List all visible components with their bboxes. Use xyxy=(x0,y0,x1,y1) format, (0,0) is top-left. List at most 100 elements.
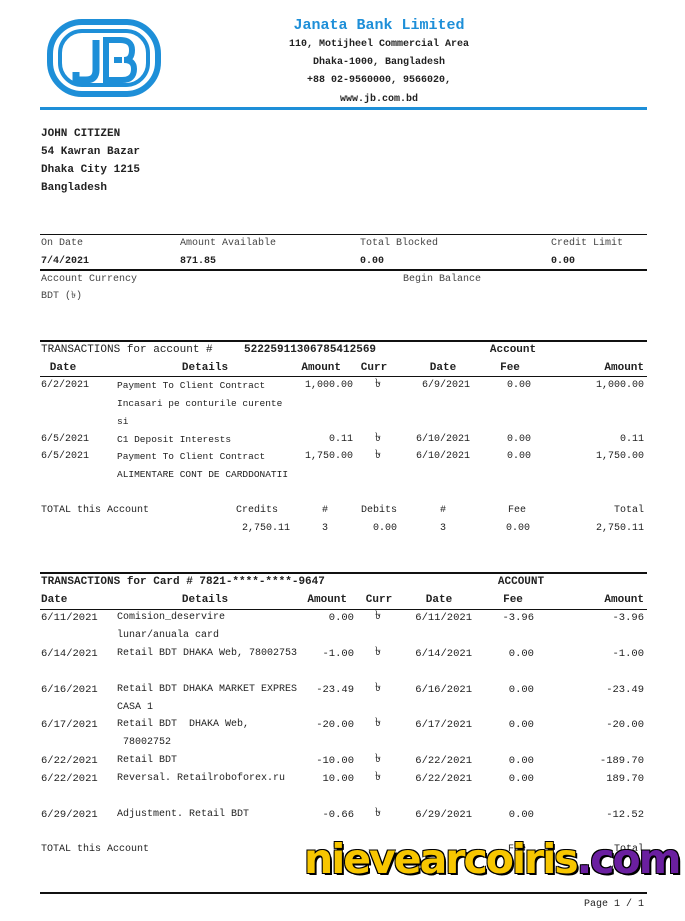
cell-fee: 0.00 xyxy=(508,683,534,696)
cell-date: 6/17/2021 xyxy=(41,718,98,731)
cell-date: 6/16/2021 xyxy=(41,683,98,696)
rule xyxy=(40,609,647,610)
header-rule xyxy=(40,107,647,110)
watermark-part: .com xyxy=(576,835,682,883)
cell-total: -23.49 xyxy=(606,683,644,696)
cell-amount: 1,750.00 xyxy=(304,451,353,462)
bank-address: www.jb.com.bd xyxy=(339,94,419,105)
totals-label: TOTAL this Account xyxy=(41,505,150,516)
cell-currency: ৳ xyxy=(375,645,381,659)
cell-total: 0.11 xyxy=(619,434,644,445)
rule xyxy=(40,572,647,574)
cell-total: 189.70 xyxy=(606,772,644,785)
cell-details: Reversal. Retailroboforex.ru xyxy=(117,773,286,784)
cell-date: 6/11/2021 xyxy=(41,611,98,624)
rule xyxy=(40,234,647,235)
cell-amount: -0.66 xyxy=(322,808,354,821)
cell-total: -3.96 xyxy=(612,611,644,624)
cell-fee: 0.00 xyxy=(508,754,534,767)
cell-amount: 10.00 xyxy=(322,772,354,785)
cell-date: 6/16/2021 xyxy=(415,683,472,696)
page-number: Page 1 / 1 xyxy=(583,899,644,910)
section-title: TRANSACTIONS for Card # 7821-****-****-9… xyxy=(41,575,325,588)
column-header: Amount xyxy=(307,593,347,606)
cell-date: 6/14/2021 xyxy=(415,647,472,660)
summary-label: Begin Balance xyxy=(403,274,482,285)
summary-label: Total Blocked xyxy=(360,238,439,249)
cell-details: si xyxy=(117,416,129,428)
watermark-part: nievearcoiris xyxy=(304,835,579,883)
cell-details: CASA 1 xyxy=(117,702,154,713)
totals-header: Fee xyxy=(507,505,527,516)
cell-amount: 1,000.00 xyxy=(304,380,353,391)
cell-fee: 0.00 xyxy=(508,647,534,660)
cell-fee: 0.00 xyxy=(506,380,531,391)
cell-currency: ৳ xyxy=(375,609,381,623)
column-header: Amount xyxy=(301,361,341,374)
totals-value: 0.00 xyxy=(505,523,530,534)
cell-fee: 0.00 xyxy=(506,451,531,462)
totals-value: 3 xyxy=(439,523,447,534)
customer-line: 54 Kawran Bazar xyxy=(41,145,141,158)
cell-date: 6/17/2021 xyxy=(415,718,472,731)
section-title: TRANSACTIONS for account # xyxy=(41,343,213,356)
column-header: Date xyxy=(41,593,68,606)
cell-details: Retail BDT xyxy=(117,755,178,766)
cell-date: 6/11/2021 xyxy=(415,611,472,624)
cell-fee: 0.00 xyxy=(508,808,534,821)
column-header: Details xyxy=(181,361,229,374)
summary-label: Amount Available xyxy=(180,238,277,249)
cell-date: 6/5/2021 xyxy=(41,434,90,445)
cell-total: -189.70 xyxy=(599,754,644,767)
summary-label: Credit Limit xyxy=(551,238,624,249)
totals-value: 2,750.11 xyxy=(595,523,644,534)
cell-total: -1.00 xyxy=(612,647,644,660)
cell-currency: ৳ xyxy=(375,716,381,730)
cell-date: 6/10/2021 xyxy=(415,451,470,462)
totals-header: Fee xyxy=(507,844,527,855)
cell-total: 1,750.00 xyxy=(595,451,644,462)
watermark: nievearcoiris.com xyxy=(304,835,682,883)
rule xyxy=(40,376,647,377)
cell-date: 6/9/2021 xyxy=(421,380,470,391)
cell-currency: ৳ xyxy=(375,431,381,445)
cell-details: Retail BDT DHAKA MARKET EXPRES xyxy=(117,684,298,695)
cell-date: 6/5/2021 xyxy=(41,451,90,462)
summary-value: 0.00 xyxy=(551,256,576,267)
cell-date: 6/2/2021 xyxy=(41,380,90,391)
cell-details: ALIMENTARE CONT DE CARDDONATII xyxy=(117,469,289,481)
totals-header: # xyxy=(321,505,329,516)
cell-date: 6/29/2021 xyxy=(415,808,472,821)
group-label: Account xyxy=(489,343,537,356)
cell-amount: -1.00 xyxy=(322,647,354,660)
cell-currency: ৳ xyxy=(375,681,381,695)
cell-date: 6/22/2021 xyxy=(41,772,98,785)
cell-details: Adjustment. Retail BDT xyxy=(117,809,250,820)
column-header: Date xyxy=(425,593,453,606)
summary-label: Account Currency xyxy=(41,274,138,285)
cell-total: -12.52 xyxy=(606,808,644,821)
column-header: Amount xyxy=(604,361,644,374)
totals-header: # xyxy=(439,505,447,516)
summary-label: On Date xyxy=(41,238,84,249)
cell-date: 6/14/2021 xyxy=(41,647,98,660)
currency: BDT (৳) xyxy=(41,291,82,302)
cell-amount: -20.00 xyxy=(316,718,354,731)
cell-currency: ৳ xyxy=(375,448,381,462)
summary-value: 0.00 xyxy=(360,256,385,267)
cell-fee: 0.00 xyxy=(506,434,531,445)
summary-value: 871.85 xyxy=(180,256,217,267)
bank-name: Janata Bank Limited xyxy=(293,16,465,34)
cell-details: Incasari pe conturile curente xyxy=(117,398,283,410)
cell-fee: -3.96 xyxy=(502,611,534,624)
rule xyxy=(40,340,647,342)
bank-address: Dhaka-1000, Bangladesh xyxy=(312,57,446,68)
totals-header: Total xyxy=(613,505,644,516)
totals-header: Debits xyxy=(360,505,398,516)
customer-line: Bangladesh xyxy=(41,181,108,194)
cell-details: Payment To Client Contract xyxy=(117,380,266,392)
group-label: ACCOUNT xyxy=(497,575,545,588)
cell-details: lunar/anuala card xyxy=(117,630,220,641)
cell-details: C1 Deposit Interests xyxy=(117,434,232,446)
